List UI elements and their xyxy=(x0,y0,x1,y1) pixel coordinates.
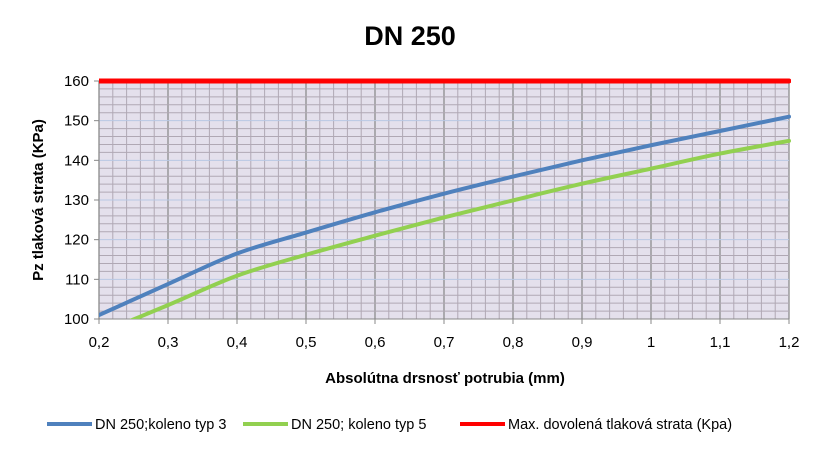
x-axis-label: Absolútna drsnosť potrubia (mm) xyxy=(325,370,565,387)
series-koleno-typ-3-line xyxy=(99,114,791,318)
x-tick-label: 1 xyxy=(647,334,655,351)
legend-label: DN 250;koleno typ 3 xyxy=(95,417,226,433)
y-tick-label: 160 xyxy=(64,73,89,90)
y-tick-label: 150 xyxy=(64,113,89,130)
y-tick-label: 130 xyxy=(64,192,89,209)
y-tick-label: 140 xyxy=(64,152,89,169)
x-tick-label: 0,9 xyxy=(572,334,593,351)
x-tick-label: 1,1 xyxy=(710,334,731,351)
series-koleno-typ-5-line xyxy=(129,138,791,319)
legend-label: Max. dovolená tlaková strata (Kpa) xyxy=(508,417,732,433)
y-tick-label: 100 xyxy=(64,311,89,328)
y-tick-label: 110 xyxy=(65,271,89,288)
x-tick-label: 0,2 xyxy=(89,334,110,351)
x-tick-label: 0,4 xyxy=(227,334,248,351)
x-tick-label: 1,2 xyxy=(779,334,800,351)
legend-label: DN 250; koleno typ 5 xyxy=(291,417,426,433)
x-tick-label: 0,8 xyxy=(503,334,524,351)
x-tick-label: 0,7 xyxy=(434,334,455,351)
y-axis-label: Pz tlaková strata (KPa) xyxy=(30,119,47,281)
x-tick-label: 0,6 xyxy=(365,334,386,351)
x-tick-label: 0,3 xyxy=(158,334,179,351)
chart-title: DN 250 xyxy=(364,21,456,51)
x-tick-label: 0,5 xyxy=(296,334,317,351)
y-tick-label: 120 xyxy=(64,232,89,249)
